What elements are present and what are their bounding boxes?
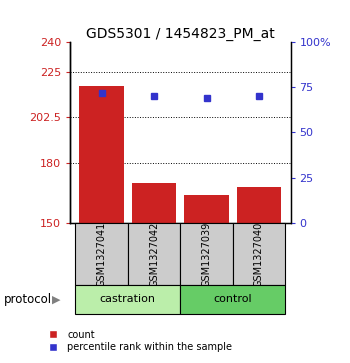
Bar xyxy=(75,223,128,285)
Bar xyxy=(79,86,124,223)
Bar xyxy=(184,195,229,223)
Bar xyxy=(180,223,233,285)
Text: castration: castration xyxy=(100,294,156,305)
Text: protocol: protocol xyxy=(4,293,52,306)
Text: GSM1327040: GSM1327040 xyxy=(254,221,264,287)
Bar xyxy=(128,223,180,285)
Bar xyxy=(75,285,180,314)
Text: GSM1327041: GSM1327041 xyxy=(97,221,106,287)
Bar xyxy=(233,223,285,285)
Legend: count, percentile rank within the sample: count, percentile rank within the sample xyxy=(40,326,236,356)
Bar xyxy=(132,183,176,223)
Text: GSM1327039: GSM1327039 xyxy=(202,221,211,287)
Text: ▶: ▶ xyxy=(52,294,60,305)
Bar xyxy=(237,187,281,223)
Title: GDS5301 / 1454823_PM_at: GDS5301 / 1454823_PM_at xyxy=(86,27,275,41)
Bar xyxy=(180,285,285,314)
Text: GSM1327042: GSM1327042 xyxy=(149,221,159,287)
Text: control: control xyxy=(214,294,252,305)
